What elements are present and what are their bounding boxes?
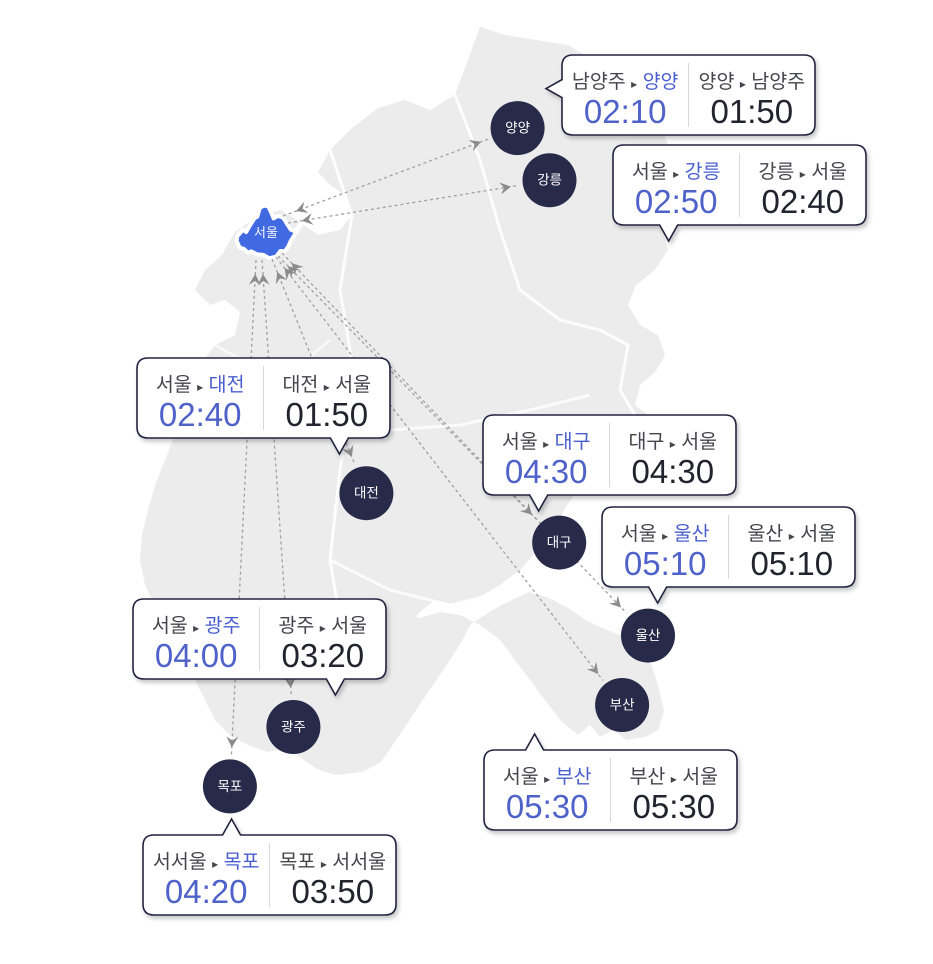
svg-text:목포: 목포 (217, 779, 242, 794)
svg-text:04:20: 04:20 (165, 873, 248, 910)
svg-text:서울: 서울 (254, 225, 278, 240)
svg-text:01:50: 01:50 (711, 93, 794, 130)
svg-text:울산: 울산 (636, 628, 661, 643)
svg-text:05:10: 05:10 (624, 545, 707, 582)
svg-text:01:50: 01:50 (286, 396, 369, 433)
svg-text:03:20: 03:20 (282, 637, 365, 674)
svg-text:02:40: 02:40 (159, 396, 242, 433)
svg-text:양양: 양양 (505, 121, 530, 136)
svg-text:목포 ▸ 서서울: 목포 ▸ 서서울 (280, 851, 387, 873)
svg-text:05:30: 05:30 (633, 788, 716, 825)
svg-text:02:50: 02:50 (635, 183, 718, 220)
svg-text:03:50: 03:50 (292, 873, 375, 910)
svg-text:서서울 ▸ 목포: 서서울 ▸ 목포 (153, 851, 260, 873)
svg-text:대구: 대구 (547, 535, 572, 550)
svg-text:02:40: 02:40 (762, 183, 845, 220)
svg-text:부산: 부산 (610, 697, 635, 712)
svg-text:광주: 광주 (281, 719, 306, 734)
svg-text:02:10: 02:10 (584, 93, 667, 130)
svg-text:04:00: 04:00 (155, 637, 238, 674)
svg-text:강릉: 강릉 (537, 173, 562, 188)
svg-text:남양주 ▸ 양양: 남양주 ▸ 양양 (572, 71, 679, 93)
svg-text:05:30: 05:30 (506, 788, 589, 825)
svg-text:대전: 대전 (354, 486, 379, 501)
svg-text:04:30: 04:30 (632, 453, 715, 490)
svg-text:양양 ▸ 남양주: 양양 ▸ 남양주 (699, 71, 806, 93)
svg-text:05:10: 05:10 (751, 545, 834, 582)
svg-text:04:30: 04:30 (505, 453, 588, 490)
